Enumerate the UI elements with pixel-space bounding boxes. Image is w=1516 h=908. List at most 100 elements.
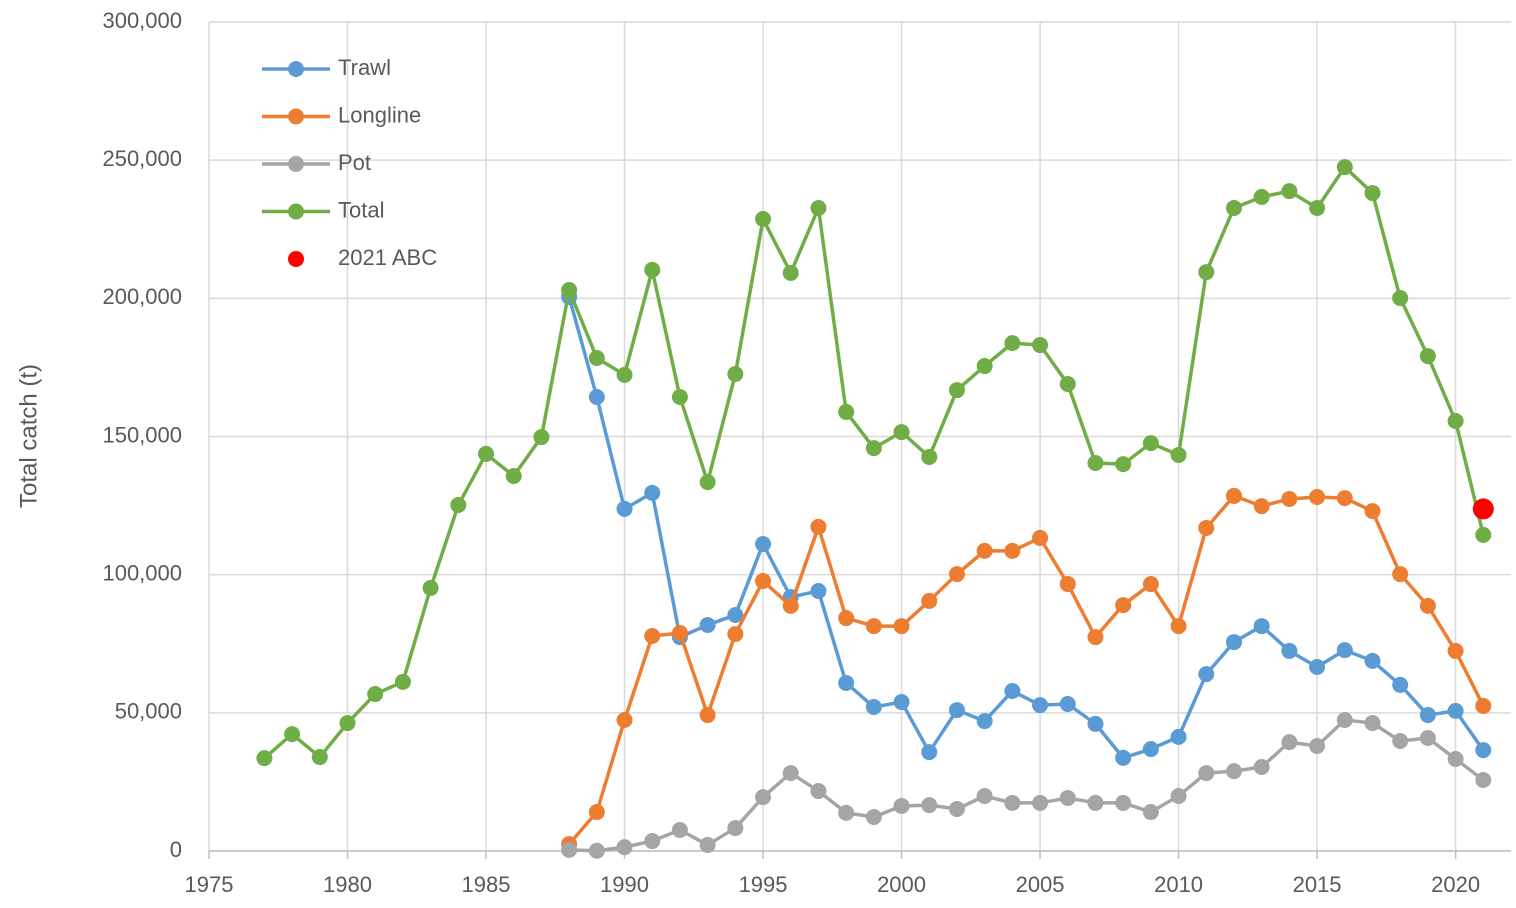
legend-label: Pot (338, 150, 371, 175)
y-tick-label: 250,000 (102, 146, 182, 171)
data-point (810, 518, 827, 535)
data-point (1087, 715, 1104, 732)
data-point (561, 282, 578, 299)
data-point (865, 440, 882, 457)
legend-marker (288, 61, 304, 77)
series-line (567, 296, 1485, 760)
legend-label: Longline (338, 102, 421, 127)
data-point (671, 821, 688, 838)
y-axis-title: Total catch (t) (15, 364, 42, 508)
data-point (1087, 629, 1104, 646)
data-point (644, 484, 661, 501)
x-tick-label: 2010 (1154, 872, 1203, 897)
data-point (1281, 734, 1298, 751)
data-point (727, 607, 744, 624)
data-point (533, 429, 550, 446)
data-point (1281, 183, 1298, 200)
legend-label: Trawl (338, 55, 391, 80)
data-point (865, 809, 882, 826)
data-point (1419, 597, 1436, 614)
data-point (1059, 375, 1076, 392)
x-tick-label: 1980 (323, 872, 372, 897)
data-point (1475, 771, 1492, 788)
data-point (727, 626, 744, 643)
data-point (588, 388, 605, 405)
data-point (755, 535, 772, 552)
data-point (810, 783, 827, 800)
data-point (644, 833, 661, 850)
data-point (1142, 435, 1159, 452)
data-point (1419, 707, 1436, 724)
x-tick-label: 2015 (1293, 872, 1342, 897)
data-point (616, 366, 633, 383)
data-point (588, 842, 605, 859)
legend-marker (288, 251, 304, 267)
data-point (699, 707, 716, 724)
data-point (1170, 788, 1187, 805)
data-point (256, 750, 273, 767)
data-point (1142, 804, 1159, 821)
data-point (1004, 683, 1021, 700)
data-point (782, 765, 799, 782)
data-point (1309, 489, 1326, 506)
data-point (1472, 498, 1494, 520)
data-point (1032, 529, 1049, 546)
data-point (1419, 729, 1436, 746)
data-point (505, 468, 522, 485)
data-point (1253, 188, 1270, 205)
data-point (948, 702, 965, 719)
y-tick-label: 150,000 (102, 422, 182, 447)
data-point (1309, 658, 1326, 675)
data-point (1004, 542, 1021, 559)
data-point (838, 804, 855, 821)
data-point (976, 788, 993, 805)
data-point (1364, 503, 1381, 520)
data-point (1115, 597, 1132, 614)
data-point (948, 382, 965, 399)
data-point (1475, 742, 1492, 759)
data-point (1225, 199, 1242, 216)
data-point (1364, 652, 1381, 669)
data-point (367, 686, 384, 703)
y-tick-label: 300,000 (102, 8, 182, 33)
data-point (782, 264, 799, 281)
data-point (1447, 413, 1464, 430)
data-point (838, 610, 855, 627)
legend-label: Total (338, 197, 384, 222)
data-point (1198, 666, 1215, 683)
data-point (893, 618, 910, 635)
data-point (1225, 487, 1242, 504)
x-tick-label: 2005 (1016, 872, 1065, 897)
data-point (699, 474, 716, 491)
data-point (1419, 348, 1436, 365)
data-point (1170, 728, 1187, 745)
data-point (588, 804, 605, 821)
data-point (976, 713, 993, 730)
data-point (1004, 794, 1021, 811)
series-line (569, 718, 1485, 853)
data-point (1225, 634, 1242, 651)
y-tick-label: 0 (170, 837, 182, 862)
data-point (1253, 758, 1270, 775)
data-point (1336, 490, 1353, 507)
data-point (644, 261, 661, 278)
data-point (1336, 159, 1353, 176)
series-line (567, 494, 1485, 846)
data-point (1364, 185, 1381, 202)
data-point (755, 211, 772, 228)
data-point (311, 749, 328, 766)
legend-marker (288, 203, 304, 220)
data-point (1309, 199, 1326, 216)
data-point (755, 789, 772, 806)
data-point (865, 618, 882, 635)
x-tick-label: 1985 (462, 872, 511, 897)
x-tick-label: 1990 (600, 872, 649, 897)
data-point (478, 445, 495, 462)
data-point (1392, 676, 1409, 693)
x-tick-label: 2000 (877, 872, 926, 897)
legend-label: 2021 ABC (338, 245, 437, 270)
data-point (1142, 576, 1159, 593)
data-point (1198, 765, 1215, 782)
data-point (422, 579, 439, 596)
y-tick-label: 100,000 (102, 560, 182, 585)
